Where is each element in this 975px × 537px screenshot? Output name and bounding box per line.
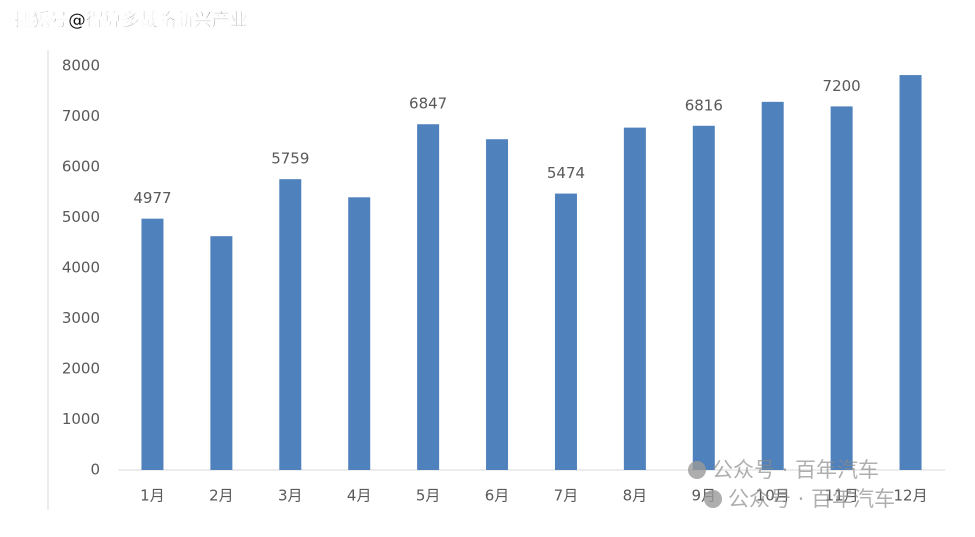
data-label: 6847: [409, 95, 447, 113]
y-tick-label: 6000: [62, 158, 100, 176]
watermark: 公众号 · 百年汽车: [728, 487, 895, 511]
bar: [486, 139, 509, 470]
data-label: 6816: [685, 96, 723, 114]
x-tick-label: 3月: [278, 487, 303, 505]
watermark: 公众号 · 百年汽车: [712, 458, 879, 482]
bar: [692, 125, 715, 471]
bar: [623, 127, 646, 471]
bar: [210, 236, 233, 470]
bar: [279, 179, 302, 470]
bar: [554, 193, 577, 471]
x-tick-label: 6月: [485, 487, 510, 505]
watermark: 搜狐号@得算多战略新兴产业: [14, 9, 248, 31]
bar: [348, 197, 371, 471]
x-tick-label: 11月: [825, 487, 859, 505]
x-tick-label: 5月: [416, 487, 441, 505]
data-label: 5474: [547, 164, 585, 182]
y-tick-label: 5000: [62, 208, 100, 226]
plot: 0 1000 2000 3000 4000 5000 6000 7000 8000 1月 4977 2…: [62, 57, 945, 505]
y-tick-label: 0: [90, 461, 100, 479]
x-tick-label: 4月: [347, 487, 372, 505]
bar: [141, 218, 164, 470]
y-tick-label: 7000: [62, 107, 100, 125]
bar: [417, 124, 440, 470]
bar: [761, 101, 784, 470]
bar: [830, 106, 853, 471]
y-tick-label: 2000: [62, 360, 100, 378]
x-tick-label: 12月: [893, 487, 927, 505]
data-label: 5759: [271, 150, 309, 168]
data-label: 7200: [823, 77, 861, 95]
x-tick-label: 8月: [623, 487, 648, 505]
x-tick-label: 1月: [140, 487, 165, 505]
data-label: 4977: [133, 189, 171, 207]
y-tick-label: 3000: [62, 309, 100, 327]
watermark-icon: [704, 490, 722, 508]
bar: [899, 75, 922, 470]
y-tick-label: 8000: [62, 57, 100, 75]
y-tick-label: 4000: [62, 259, 100, 277]
y-tick-label: 1000: [62, 410, 100, 428]
watermark-icon: [688, 461, 706, 479]
x-tick-label: 2月: [209, 487, 234, 505]
watermark-group: 公众号 · 百年汽车 公众号 · 百年汽车: [688, 458, 895, 511]
x-tick-label: 7月: [554, 487, 579, 505]
x-tick-label: 10月: [756, 487, 790, 505]
